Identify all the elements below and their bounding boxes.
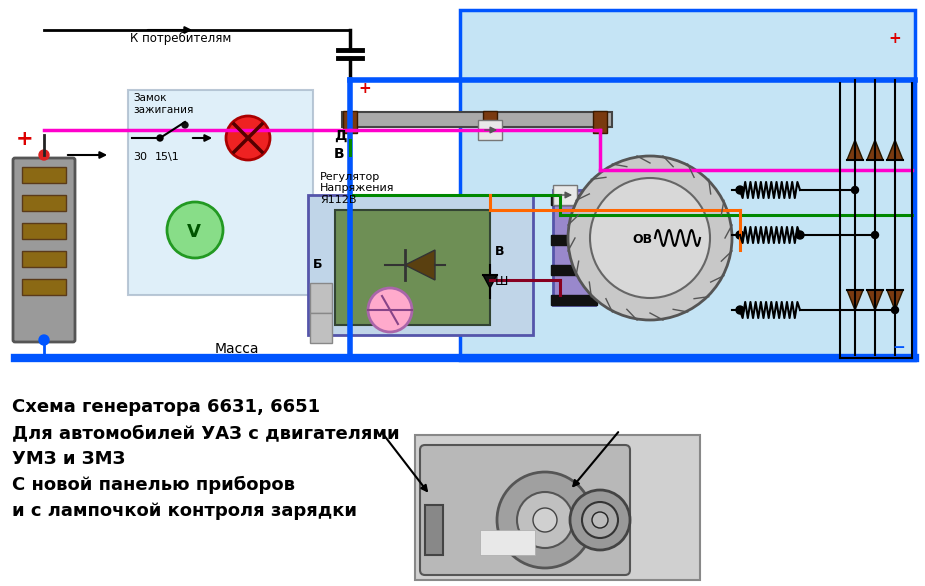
Bar	[22, 195, 66, 211]
Bar	[335, 210, 490, 325]
Polygon shape	[867, 140, 883, 160]
Circle shape	[736, 231, 744, 239]
Bar	[22, 251, 66, 267]
Bar	[553, 190, 595, 305]
Bar	[22, 223, 66, 239]
Text: 15\1: 15\1	[155, 152, 179, 162]
Text: V: V	[187, 223, 201, 241]
Bar	[310, 313, 332, 343]
Bar	[593, 111, 607, 133]
Text: К потребителям: К потребителям	[130, 32, 231, 45]
Polygon shape	[847, 140, 863, 160]
Circle shape	[157, 135, 163, 141]
Circle shape	[736, 306, 744, 314]
Circle shape	[736, 186, 744, 194]
Circle shape	[517, 492, 573, 548]
Text: В: В	[495, 245, 504, 258]
Text: С новой панелью приборов: С новой панелью приборов	[12, 476, 295, 494]
Circle shape	[892, 306, 898, 314]
Polygon shape	[483, 275, 497, 288]
Bar	[22, 167, 66, 183]
Text: −: −	[16, 350, 32, 369]
Text: УМЗ и ЗМЗ: УМЗ и ЗМЗ	[12, 450, 126, 468]
Bar	[483, 111, 497, 133]
Polygon shape	[405, 250, 435, 280]
Circle shape	[39, 335, 49, 345]
Text: Б: Б	[313, 258, 323, 271]
Circle shape	[796, 231, 804, 239]
Text: Замок
зажигания: Замок зажигания	[133, 93, 193, 115]
Bar	[460, 10, 915, 360]
Circle shape	[497, 472, 593, 568]
Text: В: В	[334, 147, 345, 161]
Bar	[553, 185, 577, 205]
Bar	[308, 195, 533, 335]
Bar	[425, 505, 443, 555]
Bar	[551, 235, 597, 245]
Bar	[128, 90, 313, 295]
Polygon shape	[887, 140, 903, 160]
Text: Д: Д	[334, 129, 347, 143]
Bar	[480, 530, 535, 555]
FancyBboxPatch shape	[420, 445, 630, 575]
Circle shape	[182, 122, 188, 128]
Circle shape	[226, 116, 270, 160]
Text: и с лампочкой контроля зарядки: и с лампочкой контроля зарядки	[12, 502, 357, 520]
Polygon shape	[847, 290, 863, 310]
Text: Для автомобилей УАЗ с двигателями: Для автомобилей УАЗ с двигателями	[12, 424, 400, 442]
Circle shape	[592, 512, 608, 528]
Text: Ш: Ш	[495, 275, 509, 288]
Circle shape	[570, 490, 630, 550]
Text: Схема генератора 6631, 6651: Схема генератора 6631, 6651	[12, 398, 320, 416]
Bar	[551, 265, 597, 275]
Text: Регулятор
Напряжения
Я112В: Регулятор Напряжения Я112В	[320, 172, 394, 205]
Polygon shape	[867, 290, 883, 310]
Circle shape	[368, 288, 412, 332]
Text: 30: 30	[133, 152, 147, 162]
Circle shape	[568, 156, 732, 320]
Bar	[343, 111, 357, 133]
FancyBboxPatch shape	[13, 158, 75, 342]
Bar	[415, 435, 700, 580]
Circle shape	[590, 178, 710, 298]
Bar	[551, 195, 597, 205]
Bar	[478, 120, 502, 140]
Bar	[342, 112, 612, 127]
Bar	[22, 279, 66, 295]
Bar	[551, 295, 597, 305]
Circle shape	[852, 186, 858, 193]
Circle shape	[167, 202, 223, 258]
Text: Масса: Масса	[215, 342, 260, 356]
Text: ОВ: ОВ	[632, 233, 652, 246]
Bar	[310, 283, 332, 313]
Text: −: −	[892, 340, 905, 355]
Circle shape	[871, 231, 879, 239]
Polygon shape	[887, 290, 903, 310]
Text: +: +	[16, 129, 33, 149]
Text: +: +	[888, 31, 901, 46]
Circle shape	[582, 502, 618, 538]
Circle shape	[39, 150, 49, 160]
Text: +: +	[358, 81, 371, 96]
Circle shape	[533, 508, 557, 532]
